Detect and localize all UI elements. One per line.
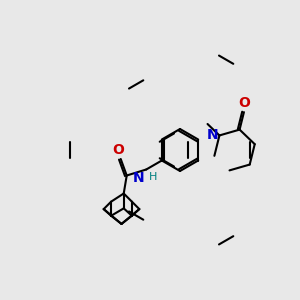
Text: H: H xyxy=(148,172,157,182)
Text: N: N xyxy=(133,171,145,185)
Text: N: N xyxy=(206,128,218,142)
Text: O: O xyxy=(112,143,124,158)
Text: O: O xyxy=(238,96,250,110)
